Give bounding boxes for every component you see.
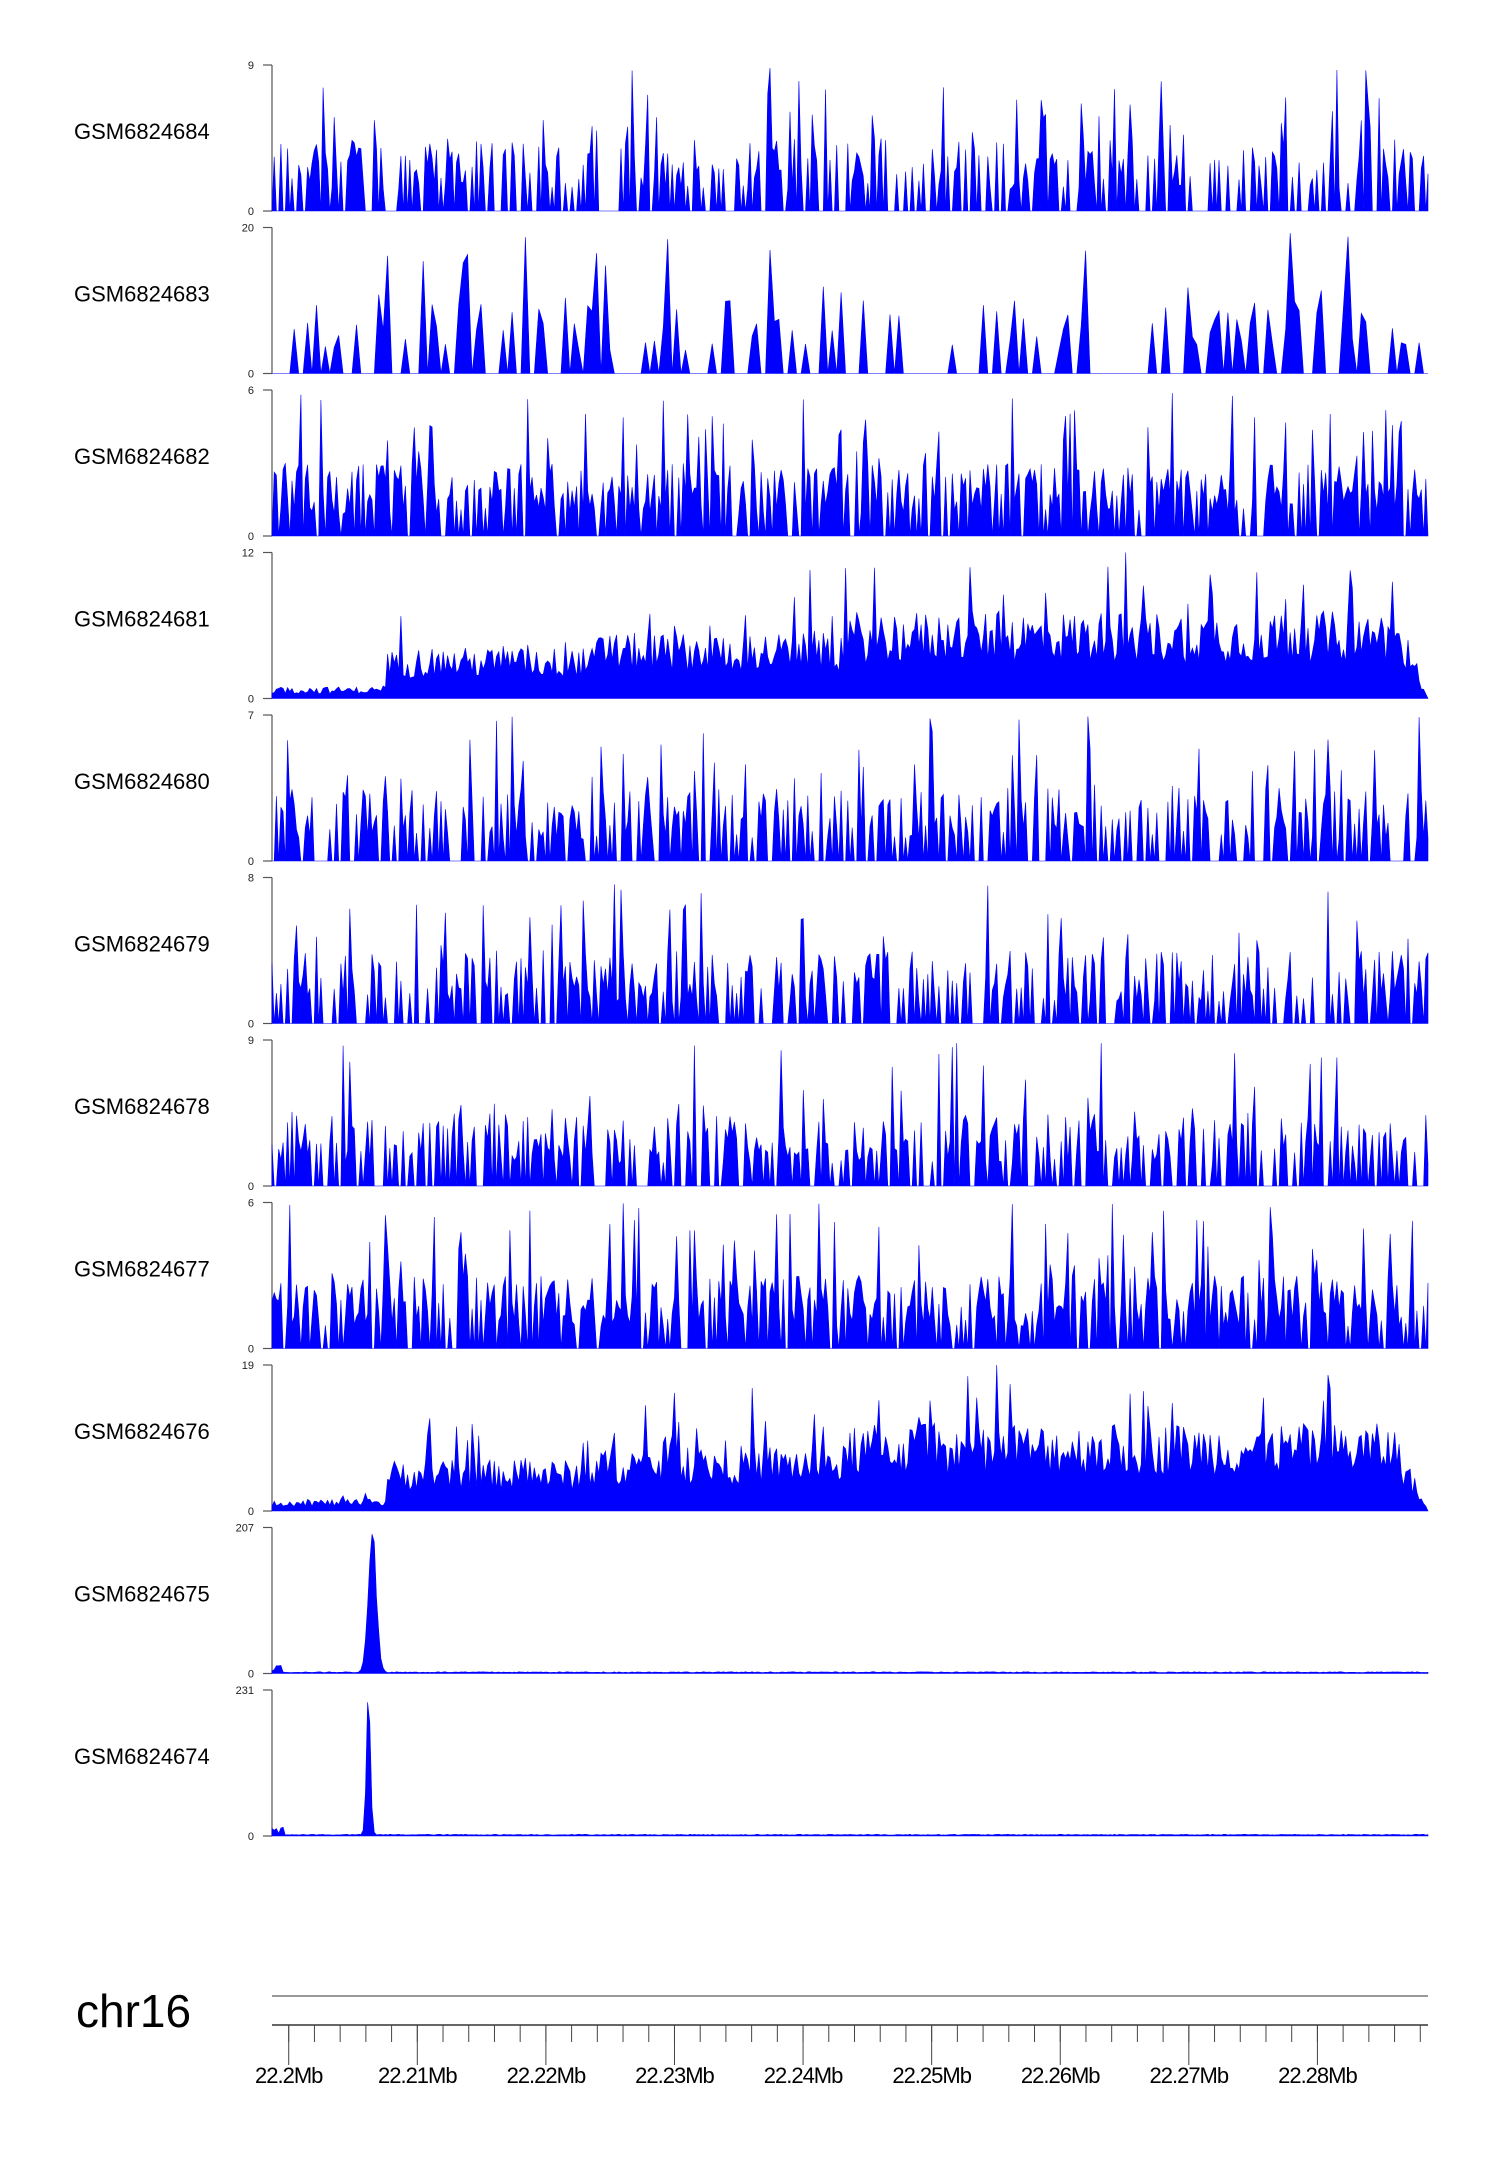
track-label: GSM6824681	[74, 607, 210, 632]
chromosome-label: chr16	[76, 1985, 191, 2037]
y-max-label: 19	[242, 1360, 254, 1372]
track-label: GSM6824683	[74, 282, 210, 307]
track-label: GSM6824676	[74, 1419, 210, 1444]
x-tick-label: 22.22Mb	[507, 2063, 586, 2088]
y-min-label: 0	[248, 531, 254, 543]
y-min-label: 0	[248, 856, 254, 868]
y-min-label: 0	[248, 694, 254, 706]
x-tick-label: 22.23Mb	[635, 2063, 714, 2088]
x-tick-label: 22.26Mb	[1021, 2063, 1100, 2088]
x-tick-label: 22.28Mb	[1278, 2063, 1357, 2088]
y-max-label: 231	[236, 1685, 254, 1697]
signal-area-GSM6824684	[271, 67, 1429, 212]
y-min-label: 0	[248, 206, 254, 218]
y-max-label: 20	[242, 223, 254, 235]
y-min-label: 0	[248, 1669, 254, 1681]
track-label: GSM6824684	[74, 119, 210, 144]
y-max-label: 207	[236, 1523, 254, 1535]
track-label: GSM6824680	[74, 769, 210, 794]
y-min-label: 0	[248, 1506, 254, 1518]
signal-area-GSM6824675	[271, 1534, 1429, 1674]
y-max-label: 9	[248, 60, 254, 72]
x-tick-label: 22.21Mb	[378, 2063, 457, 2088]
signal-area-GSM6824676	[271, 1364, 1429, 1512]
y-max-label: 12	[242, 548, 254, 560]
signal-area-GSM6824680	[272, 716, 1429, 862]
signal-area-GSM6824678	[271, 1043, 1429, 1187]
signal-area-GSM6824681	[271, 552, 1429, 699]
y-max-label: 6	[248, 385, 254, 397]
x-tick-label: 22.2Mb	[255, 2063, 323, 2088]
track-label: GSM6824678	[74, 1094, 210, 1119]
signal-area-GSM6824683	[272, 233, 1428, 374]
y-max-label: 8	[248, 873, 254, 885]
track-label: GSM6824675	[74, 1582, 210, 1607]
y-max-label: 6	[248, 1198, 254, 1210]
y-min-label: 0	[248, 369, 254, 381]
y-min-label: 0	[248, 1344, 254, 1356]
signal-area-GSM6824682	[271, 393, 1429, 537]
signal-area-GSM6824677	[271, 1203, 1429, 1349]
y-min-label: 0	[248, 1831, 254, 1843]
track-label: GSM6824682	[74, 444, 210, 469]
y-max-label: 9	[248, 1035, 254, 1047]
y-min-label: 0	[248, 1019, 254, 1031]
track-label: GSM6824679	[74, 932, 210, 957]
signal-area-GSM6824674	[271, 1702, 1429, 1837]
track-label: GSM6824674	[74, 1744, 210, 1769]
x-tick-label: 22.25Mb	[892, 2063, 971, 2088]
x-tick-label: 22.27Mb	[1150, 2063, 1229, 2088]
x-tick-label: 22.24Mb	[764, 2063, 843, 2088]
track-label: GSM6824677	[74, 1257, 210, 1282]
signal-area-GSM6824679	[271, 884, 1429, 1024]
y-max-label: 7	[248, 710, 254, 722]
y-min-label: 0	[248, 1181, 254, 1193]
